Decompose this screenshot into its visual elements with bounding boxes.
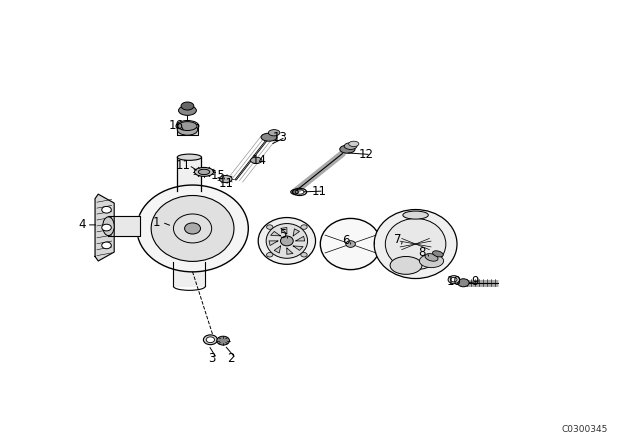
Ellipse shape <box>301 253 307 257</box>
Text: 2: 2 <box>227 352 234 365</box>
Ellipse shape <box>349 141 359 146</box>
Ellipse shape <box>448 276 460 284</box>
Ellipse shape <box>403 211 428 219</box>
Ellipse shape <box>451 277 457 282</box>
Ellipse shape <box>204 335 218 345</box>
Ellipse shape <box>266 225 273 229</box>
Polygon shape <box>108 216 140 236</box>
Ellipse shape <box>220 176 232 183</box>
Polygon shape <box>275 246 280 253</box>
Ellipse shape <box>291 190 298 194</box>
Polygon shape <box>296 237 305 241</box>
Text: 6: 6 <box>342 233 349 246</box>
Ellipse shape <box>419 254 444 267</box>
Ellipse shape <box>346 241 355 247</box>
Text: 13: 13 <box>273 131 288 144</box>
Text: 8: 8 <box>419 246 426 258</box>
Ellipse shape <box>340 145 355 153</box>
Polygon shape <box>95 194 114 261</box>
Ellipse shape <box>195 168 214 177</box>
Ellipse shape <box>374 210 457 279</box>
Text: 3: 3 <box>208 352 215 365</box>
Ellipse shape <box>425 254 438 261</box>
Ellipse shape <box>151 195 234 261</box>
Text: 14: 14 <box>252 154 266 167</box>
Text: 12: 12 <box>358 148 373 161</box>
Text: 10: 10 <box>446 275 461 288</box>
Ellipse shape <box>178 121 197 130</box>
Ellipse shape <box>102 207 111 213</box>
Polygon shape <box>271 232 280 236</box>
Ellipse shape <box>266 224 308 258</box>
Ellipse shape <box>268 129 280 136</box>
Polygon shape <box>269 241 278 246</box>
Text: 9: 9 <box>472 275 479 288</box>
Ellipse shape <box>458 279 469 287</box>
Ellipse shape <box>179 106 196 116</box>
Ellipse shape <box>266 253 273 257</box>
Ellipse shape <box>177 154 202 160</box>
Ellipse shape <box>280 236 293 246</box>
Ellipse shape <box>385 219 446 270</box>
Text: 15: 15 <box>211 168 225 181</box>
Polygon shape <box>177 157 202 190</box>
Ellipse shape <box>320 219 381 270</box>
Text: 4: 4 <box>78 218 85 231</box>
Ellipse shape <box>137 185 248 272</box>
Text: 11: 11 <box>311 185 326 198</box>
Text: 11: 11 <box>218 177 233 190</box>
Ellipse shape <box>177 124 198 135</box>
Ellipse shape <box>301 225 307 229</box>
Text: 16: 16 <box>168 119 184 132</box>
Ellipse shape <box>198 169 210 175</box>
Ellipse shape <box>102 217 114 236</box>
Polygon shape <box>173 262 205 286</box>
Text: 11: 11 <box>176 159 191 172</box>
Polygon shape <box>281 228 287 234</box>
Ellipse shape <box>102 242 111 249</box>
Polygon shape <box>287 248 293 254</box>
Polygon shape <box>177 124 198 135</box>
Ellipse shape <box>390 257 422 274</box>
Text: 1: 1 <box>153 216 161 229</box>
Ellipse shape <box>433 251 444 257</box>
Polygon shape <box>293 246 303 250</box>
Ellipse shape <box>184 223 200 234</box>
Polygon shape <box>293 229 300 236</box>
Ellipse shape <box>258 218 316 264</box>
Ellipse shape <box>217 336 230 345</box>
Ellipse shape <box>176 121 199 132</box>
Text: C0300345: C0300345 <box>562 425 608 434</box>
Ellipse shape <box>344 143 357 150</box>
Ellipse shape <box>102 224 111 231</box>
Ellipse shape <box>250 157 262 164</box>
Ellipse shape <box>261 133 277 141</box>
Ellipse shape <box>181 102 194 110</box>
Ellipse shape <box>206 337 214 343</box>
Text: 7: 7 <box>394 233 401 246</box>
Text: 5: 5 <box>279 228 287 241</box>
